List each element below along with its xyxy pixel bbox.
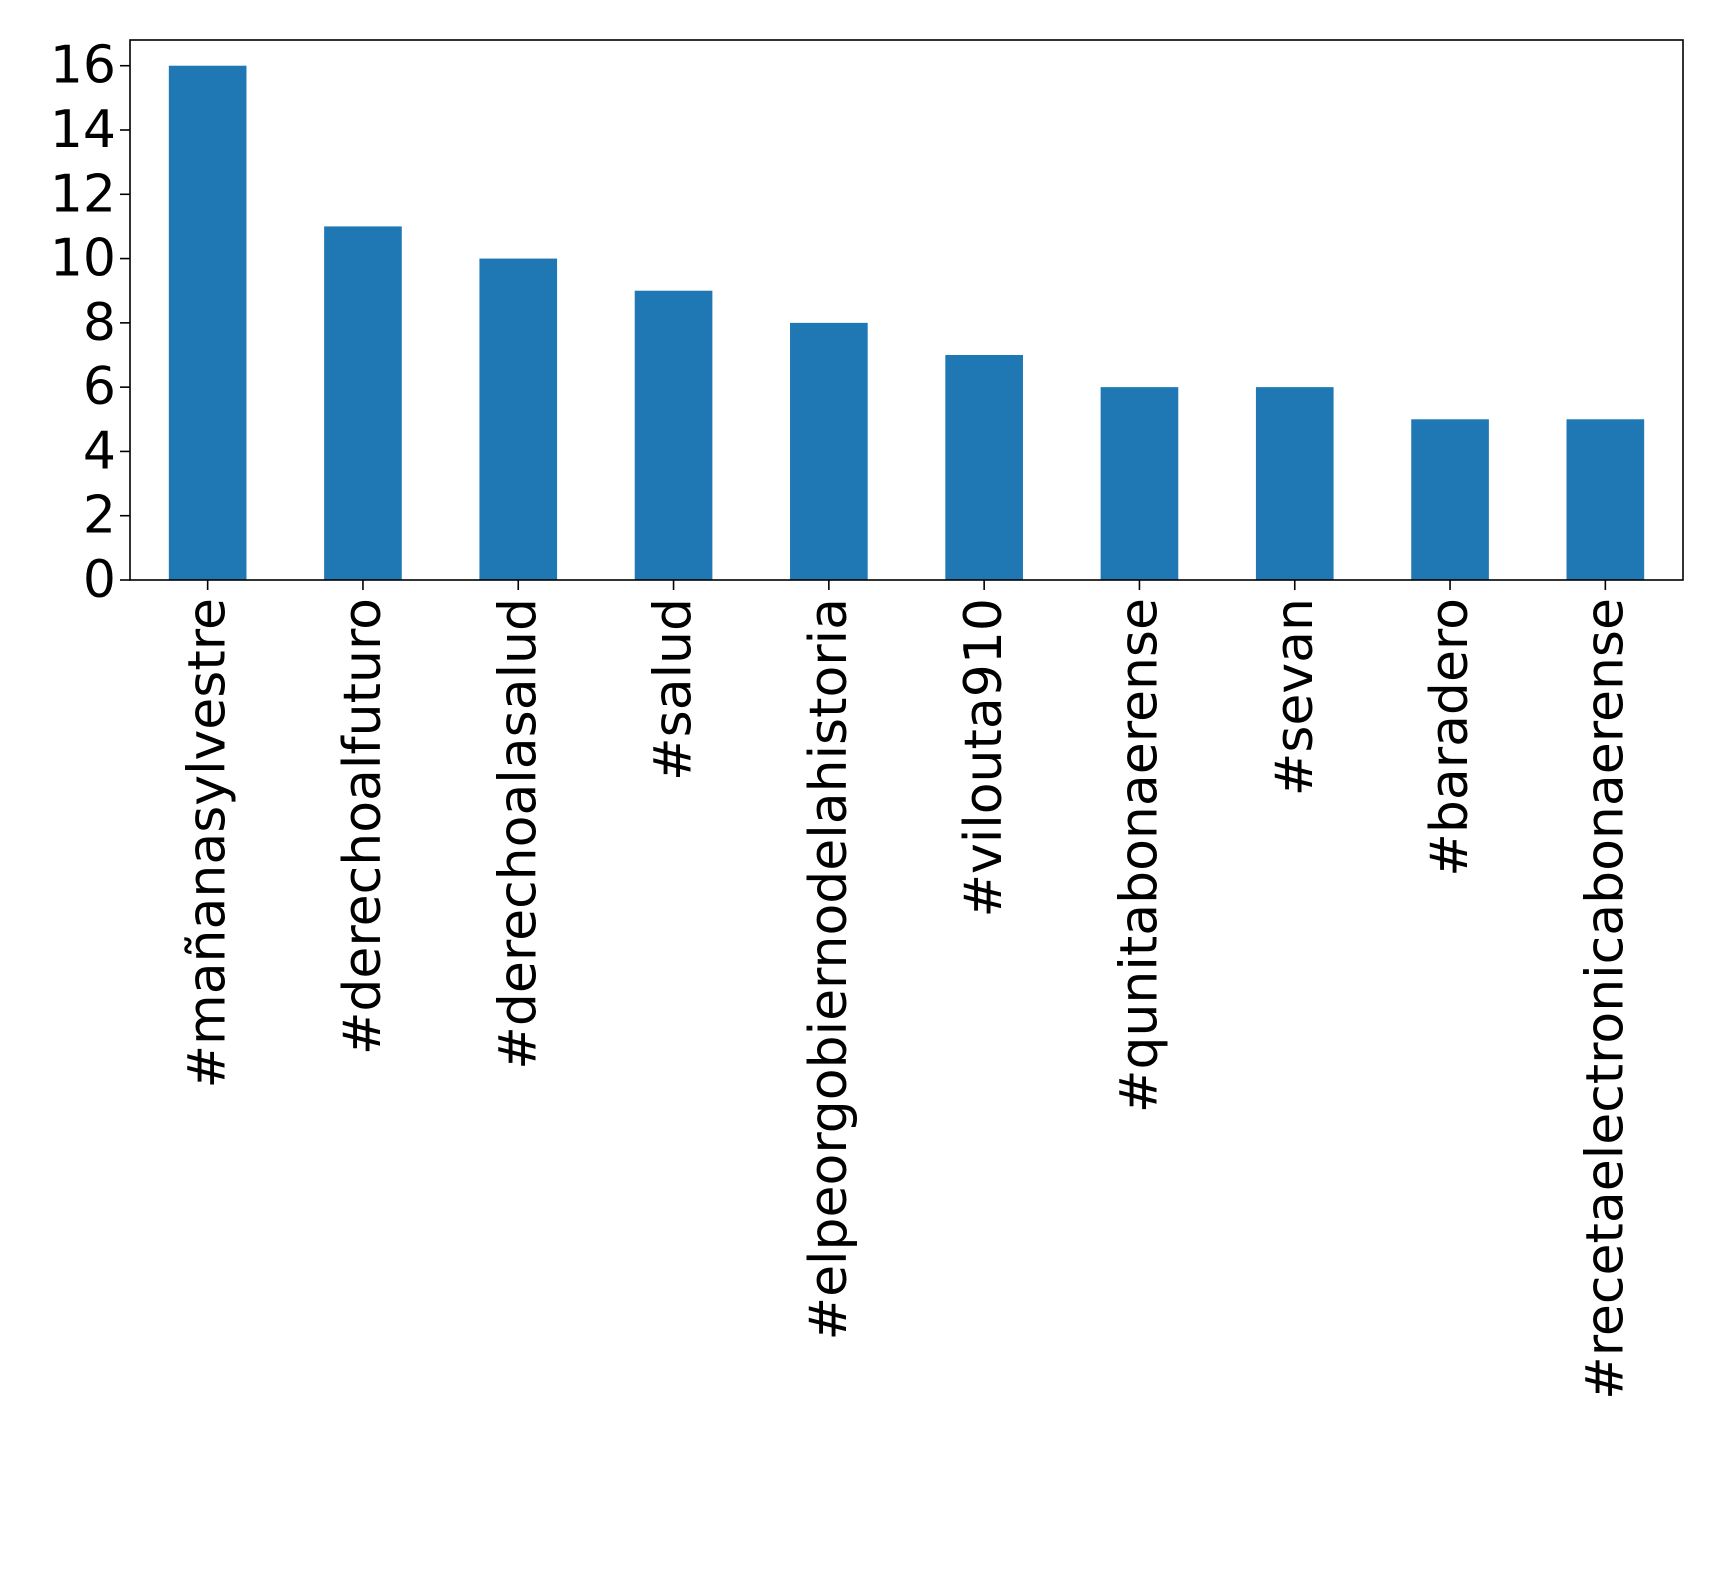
x-axis: #mañanasylvestre #derechoalfuturo #derecho… [178,580,1635,1400]
bar-5 [945,355,1023,580]
y-tick-label-0: 0 [83,550,116,610]
y-tick-label-8: 16 [50,36,116,96]
x-tick-label-7: #sevan [1265,598,1325,796]
y-tick-label-3: 6 [83,357,116,417]
y-tick-label-4: 8 [83,293,116,353]
bar-2 [479,258,558,580]
bar-1 [324,226,402,580]
bar-7 [1255,387,1334,580]
bar-0 [168,65,247,580]
bar-3 [634,290,713,580]
x-tick-label-9: #recetaelectronicabonaerense [1575,598,1635,1400]
x-tick-label-5: #vilouta910 [954,598,1014,918]
x-tick-label-2: #derechoalasalud [488,598,548,1070]
bar-6 [1100,387,1179,580]
plot-frame [129,39,1684,581]
y-tick-label-2: 4 [83,421,116,481]
bar-8 [1411,419,1489,580]
x-tick-label-0: #mañanasylvestre [178,598,238,1089]
bar-9 [1566,419,1645,580]
y-tick-label-6: 12 [50,164,116,224]
bars [168,65,1645,580]
x-tick-label-1: #derechoalfuturo [333,598,393,1055]
y-tick-label-7: 14 [50,100,116,160]
x-tick-label-8: #baradero [1420,598,1480,877]
x-tick-label-3: #salud [644,598,704,781]
y-tick-label-1: 2 [83,486,116,546]
y-tick-label-5: 10 [50,229,116,289]
x-tick-label-4: #elpeorgobiernodelahistoria [799,598,859,1341]
x-tick-label-6: #qunitabonaerense [1109,598,1169,1113]
bar-4 [790,322,868,580]
